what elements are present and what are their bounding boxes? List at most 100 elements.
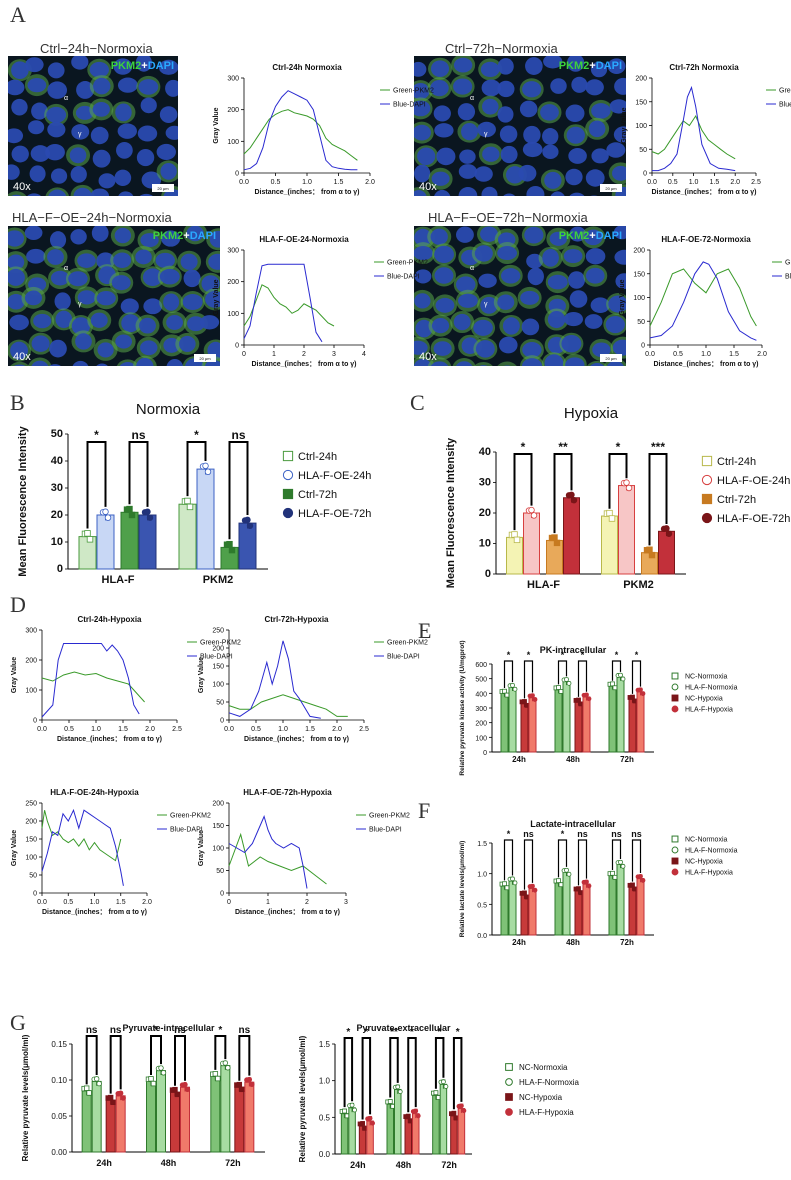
magnification-label: 40x xyxy=(13,181,31,193)
data-point xyxy=(510,876,515,882)
dapi-nucleus xyxy=(114,169,132,186)
dapi-nucleus xyxy=(414,190,427,196)
dapi-nucleus xyxy=(75,333,92,350)
y-tick-label: 100 xyxy=(25,688,37,695)
dapi-nucleus xyxy=(501,268,521,284)
y-tick-label: 0.5 xyxy=(319,1113,331,1122)
x-axis-label: Distance_(inches： from α to γ) xyxy=(651,189,756,196)
dapi-nucleus xyxy=(430,60,450,78)
data-point xyxy=(117,1090,124,1096)
dapi-nucleus xyxy=(31,335,50,352)
dapi-nucleus xyxy=(430,361,449,366)
dapi-nucleus xyxy=(481,186,498,196)
bar xyxy=(528,887,537,936)
data-point xyxy=(612,685,618,691)
dapi-nucleus xyxy=(585,79,604,96)
dapi-nucleus xyxy=(549,231,568,246)
x-tick-label: 1.5 xyxy=(305,726,315,733)
dapi-nucleus xyxy=(461,122,478,141)
x-tick-label: 2.5 xyxy=(751,179,761,186)
dapi-nucleus xyxy=(49,364,61,366)
significance-label: *** xyxy=(651,440,665,454)
dapi-nucleus xyxy=(607,58,626,74)
dapi-nucleus xyxy=(585,267,605,284)
dapi-nucleus xyxy=(156,143,176,160)
y-tick-label: 400 xyxy=(475,691,487,698)
data-point xyxy=(632,886,638,892)
y-tick-label: 0 xyxy=(483,750,487,757)
x-tick-label: 0.5 xyxy=(271,179,281,186)
data-point xyxy=(126,505,133,513)
y-tick-label: 50 xyxy=(639,147,647,154)
series-line-green-pkm2 xyxy=(228,832,327,885)
dapi-nucleus xyxy=(414,246,433,261)
data-point xyxy=(110,1099,116,1106)
pkm2-cytoplasm xyxy=(474,361,493,366)
dapi-nucleus xyxy=(521,318,540,336)
x-tick-label: 0 xyxy=(242,351,246,358)
chart-title: Ctrl-72h Normoxia xyxy=(669,63,739,72)
dapi-nucleus xyxy=(542,248,559,267)
dapi-nucleus xyxy=(590,61,608,78)
y-tick-label: 50 xyxy=(216,700,224,707)
data-point xyxy=(578,701,584,707)
legend-marker xyxy=(671,835,679,843)
micrograph-1: Ctrl−24h−Normoxia PKM2+DAPI 40x α γ 20 μm xyxy=(8,41,178,196)
bar xyxy=(608,685,617,753)
dapi-nucleus xyxy=(113,252,132,268)
dapi-nucleus xyxy=(434,267,454,284)
line-chart-A2: Ctrl-72h Normoxia 0 50 100 150 200 0.0 0.5 1.0 1.… xyxy=(621,63,791,196)
dapi-nucleus xyxy=(456,276,476,293)
panel-letter-d: D xyxy=(10,592,26,617)
chart-title: Normoxia xyxy=(136,401,201,418)
dapi-nucleus xyxy=(481,79,501,97)
y-tick-label: 0.00 xyxy=(51,1148,67,1157)
legend-marker xyxy=(282,488,294,500)
data-point xyxy=(246,522,254,529)
bar xyxy=(220,1065,231,1153)
significance-label: * xyxy=(456,1027,460,1038)
y-tick-label: 100 xyxy=(25,855,37,862)
dapi-nucleus xyxy=(91,226,109,242)
dapi-nucleus xyxy=(50,270,70,286)
legend-label: Ctrl-24h xyxy=(298,451,337,463)
pkm2-cytoplasm xyxy=(8,191,27,196)
dapi-nucleus xyxy=(414,82,430,100)
x-tick-label: 0.5 xyxy=(673,351,683,358)
significance-label: * xyxy=(635,650,639,660)
dapi-nucleus xyxy=(497,294,515,310)
legend-label: Blue-DAPI xyxy=(369,827,402,834)
x-tick-label: 0.5 xyxy=(251,726,261,733)
y-tick-label: 300 xyxy=(227,76,239,83)
legend-label: HLA-F-OE-24h xyxy=(298,470,371,482)
y-tick-label: 0.0 xyxy=(477,933,487,940)
legend-marker xyxy=(505,1078,513,1086)
dapi-nucleus xyxy=(613,226,626,240)
legend-label: Blue-DAPI xyxy=(170,827,203,834)
bar xyxy=(628,886,637,936)
dapi-nucleus xyxy=(544,171,562,189)
dapi-nucleus xyxy=(159,268,180,285)
y-axis-label: Gray Value xyxy=(213,107,220,143)
dapi-nucleus xyxy=(566,56,585,72)
y-tick-label: 100 xyxy=(227,139,239,146)
dapi-nucleus xyxy=(98,173,116,189)
dapi-nucleus xyxy=(473,319,493,336)
dapi-nucleus xyxy=(166,358,184,366)
y-tick-label: 0 xyxy=(235,343,239,350)
x-axis-label: Distance_(inches： from α to γ) xyxy=(244,736,349,743)
data-point xyxy=(524,702,530,708)
data-point xyxy=(226,540,233,548)
dapi-nucleus xyxy=(25,57,44,73)
data-point xyxy=(586,883,592,889)
legend-label: Blue-DAPI xyxy=(393,102,426,109)
data-point xyxy=(606,509,613,517)
data-point xyxy=(397,1089,403,1095)
y-axis-label: Gray Value xyxy=(198,830,205,866)
dapi-nucleus xyxy=(90,188,110,196)
category-label: 24h xyxy=(512,938,526,947)
y-tick-label: 20 xyxy=(51,509,63,521)
bar xyxy=(628,698,637,753)
dapi-nucleus xyxy=(433,105,451,122)
